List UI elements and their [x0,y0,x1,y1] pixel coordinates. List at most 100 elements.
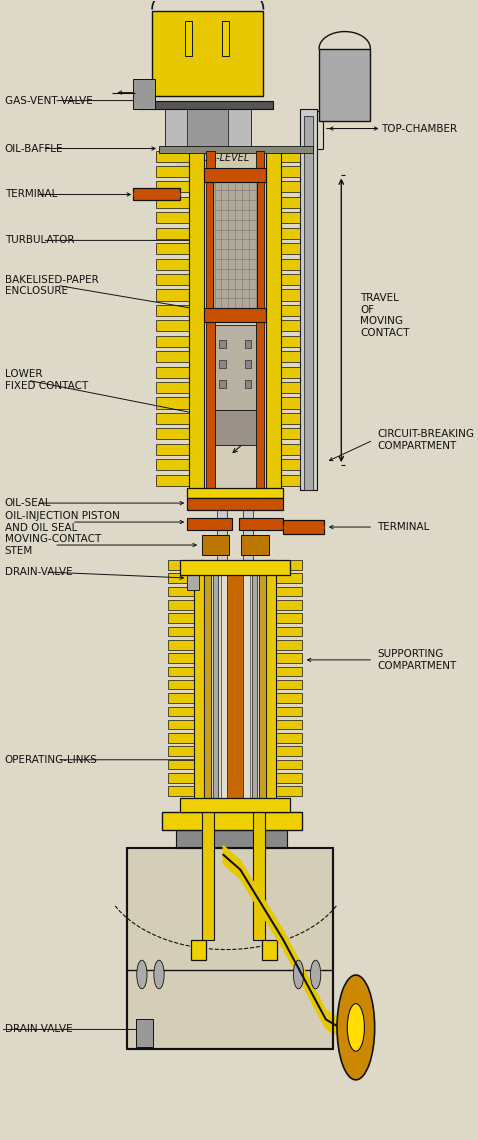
Bar [202,812,214,939]
Text: OIL-SEAL: OIL-SEAL [5,498,52,508]
Bar [245,381,251,389]
Circle shape [293,960,304,988]
Bar [156,290,191,301]
Bar [168,733,196,743]
Bar [156,212,191,223]
Bar [156,382,191,393]
Bar [253,812,265,939]
Bar [156,228,191,238]
Bar [152,10,263,96]
Bar [274,759,302,770]
Text: LOWER
FIXED CONTACT: LOWER FIXED CONTACT [5,369,88,391]
Bar [274,733,302,743]
Bar [176,830,287,848]
Text: CIRCUIT-BREAKING
COMPARTMENT: CIRCUIT-BREAKING COMPARTMENT [377,430,474,451]
Bar [266,351,300,363]
Bar [266,259,300,270]
Bar [187,570,199,591]
Bar [274,667,302,676]
Bar [205,560,211,800]
Bar [156,474,191,486]
Bar [168,560,196,570]
Bar [274,747,302,756]
Bar [194,560,205,800]
Bar [266,382,300,393]
Circle shape [348,1003,364,1051]
Text: TERMINAL: TERMINAL [377,522,430,532]
Bar [274,613,302,622]
Bar [156,398,191,408]
Bar [168,787,196,796]
Bar [205,150,266,490]
Bar [266,560,276,800]
Bar [127,848,333,1050]
Bar [266,413,300,424]
Text: SUPPORTING
COMPARTMENT: SUPPORTING COMPARTMENT [377,649,456,670]
Bar [168,653,196,662]
Bar [266,474,300,486]
Bar [274,787,302,796]
Bar [185,21,192,56]
Bar [156,336,191,347]
Bar [168,627,196,636]
Bar [156,243,191,254]
Bar [252,560,258,800]
Bar [274,773,302,783]
Bar [266,212,300,223]
Bar [266,274,300,285]
Bar [266,443,300,455]
Text: MOVING-CONTACT
STEM: MOVING-CONTACT STEM [5,535,101,556]
Bar [156,351,191,363]
Bar [266,290,300,301]
Bar [266,150,300,162]
Bar [266,228,300,238]
Bar [266,398,300,408]
Bar [219,340,226,349]
Bar [156,367,191,377]
Bar [256,150,264,490]
Bar [266,429,300,439]
Bar [274,653,302,662]
Bar [245,360,251,368]
Text: TOP-CHAMBER: TOP-CHAMBER [381,123,457,133]
Bar [205,308,266,323]
Bar [168,600,196,610]
Bar [156,304,191,316]
Bar [180,560,290,575]
Bar [215,410,256,445]
Bar [274,707,302,716]
Bar [217,490,228,560]
Bar [266,150,282,490]
Bar [189,150,205,490]
Text: OIL-BAFFLE: OIL-BAFFLE [5,144,63,154]
Bar [187,498,283,510]
Bar [304,115,313,490]
Bar [168,747,196,756]
Bar [266,181,300,193]
Bar [222,21,229,56]
Bar [133,188,180,201]
Bar [156,320,191,332]
Bar [206,150,215,490]
Bar [213,560,218,800]
Bar [156,150,191,162]
Bar [245,340,251,349]
Bar [241,535,269,555]
Bar [168,759,196,770]
Bar [168,667,196,676]
Bar [221,560,250,800]
Bar [168,707,196,716]
Text: GAS-VENT VALVE: GAS-VENT VALVE [5,96,93,106]
Bar [138,100,273,108]
Bar [156,181,191,193]
Bar [168,587,196,596]
Bar [215,325,256,410]
Text: TRAVEL
OF
MOVING
CONTACT: TRAVEL OF MOVING CONTACT [360,293,410,337]
Bar [266,367,300,377]
Text: DRAIN-VALVE: DRAIN-VALVE [5,1025,72,1034]
Bar [219,360,226,368]
Bar [274,719,302,730]
Bar [156,413,191,424]
Bar [168,640,196,650]
Bar [187,488,283,498]
